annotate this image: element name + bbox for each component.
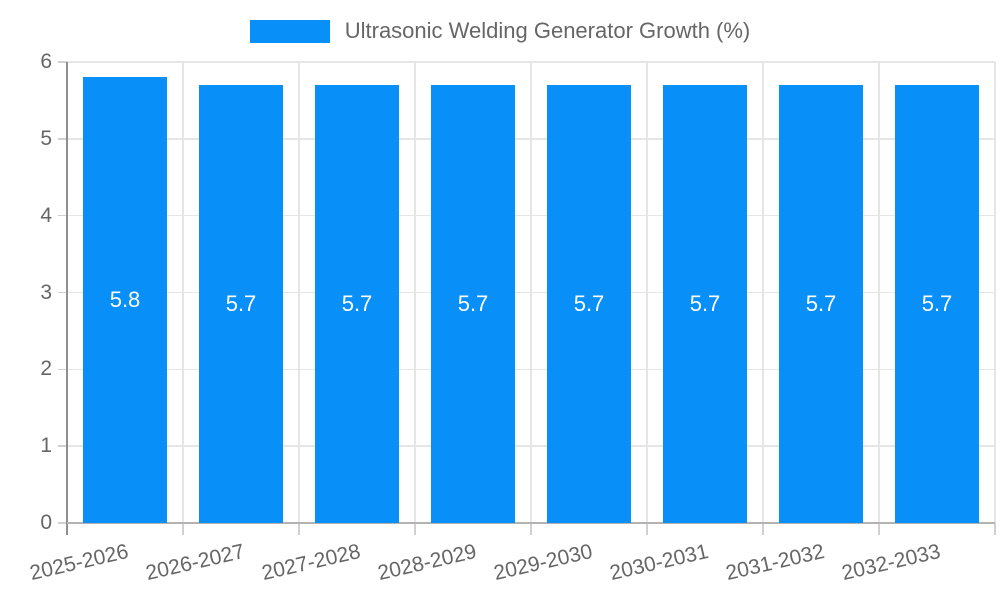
x-axis-tick xyxy=(298,523,300,535)
chart-legend: Ultrasonic Welding Generator Growth (%) xyxy=(0,18,1000,44)
bar-value-label: 5.7 xyxy=(573,291,605,317)
gridline-vertical xyxy=(646,62,648,523)
bar: 5.8 xyxy=(83,77,167,523)
x-axis-tick xyxy=(530,523,532,535)
legend-swatch-icon xyxy=(249,19,330,43)
x-axis-category-label: 2030-2031 xyxy=(607,540,711,586)
y-axis-tick xyxy=(58,138,67,140)
y-axis-tick-label: 6 xyxy=(40,50,52,73)
gridline-vertical xyxy=(530,62,532,523)
x-axis-category-label: 2026-2027 xyxy=(143,540,247,586)
bar: 5.7 xyxy=(779,85,863,523)
gridline-vertical xyxy=(762,62,764,523)
y-axis-tick-label: 1 xyxy=(40,434,52,458)
y-axis-line xyxy=(66,62,68,535)
bar: 5.7 xyxy=(315,85,399,523)
bar-value-label: 5.7 xyxy=(805,291,837,317)
bar: 5.7 xyxy=(547,85,631,523)
bar: 5.7 xyxy=(199,85,283,523)
y-axis-tick-label: 2 xyxy=(40,357,52,381)
y-axis-tick xyxy=(58,445,67,447)
x-axis-category-label: 2031-2032 xyxy=(723,540,827,586)
bar: 5.7 xyxy=(663,85,747,523)
bar-value-label: 5.7 xyxy=(689,291,721,317)
x-axis-category-label: 2029-2030 xyxy=(491,540,595,586)
gridline-vertical xyxy=(414,62,416,523)
x-axis-category-label: 2025-2026 xyxy=(27,540,131,586)
x-axis-category-label: 2027-2028 xyxy=(259,540,363,586)
x-axis-tick xyxy=(762,523,764,535)
bar: 5.7 xyxy=(431,85,515,523)
bar-value-label: 5.7 xyxy=(457,291,489,317)
x-axis-tick xyxy=(414,523,416,535)
y-axis-tick-label: 4 xyxy=(40,203,52,227)
bar-value-label: 5.8 xyxy=(109,287,141,313)
y-axis-tick xyxy=(58,368,67,371)
y-axis-tick-label: 0 xyxy=(40,511,52,534)
x-axis-category-label: 2028-2029 xyxy=(375,540,479,586)
y-axis-tick xyxy=(58,61,67,63)
y-axis-tick xyxy=(58,214,67,217)
bar-value-label: 5.7 xyxy=(225,291,257,317)
y-axis-tick-label: 5 xyxy=(40,126,52,150)
y-axis-tick xyxy=(58,522,67,524)
x-axis-category-label: 2032-2033 xyxy=(839,540,943,586)
bar: 5.7 xyxy=(895,85,979,523)
x-axis-tick xyxy=(994,523,996,535)
gridline-vertical xyxy=(298,62,300,523)
x-axis-tick xyxy=(878,523,880,535)
y-axis-tick-label: 3 xyxy=(40,280,52,304)
y-axis-tick xyxy=(58,291,67,294)
bar-value-label: 5.7 xyxy=(921,291,953,317)
x-axis-line xyxy=(67,522,995,524)
gridline-vertical xyxy=(994,62,996,523)
gridline-vertical xyxy=(182,62,184,523)
x-axis-tick xyxy=(182,523,184,535)
bar-value-label: 5.7 xyxy=(341,291,373,317)
legend-label: Ultrasonic Welding Generator Growth (%) xyxy=(344,18,751,43)
gridline-vertical xyxy=(878,62,880,523)
x-axis-tick xyxy=(646,523,648,535)
